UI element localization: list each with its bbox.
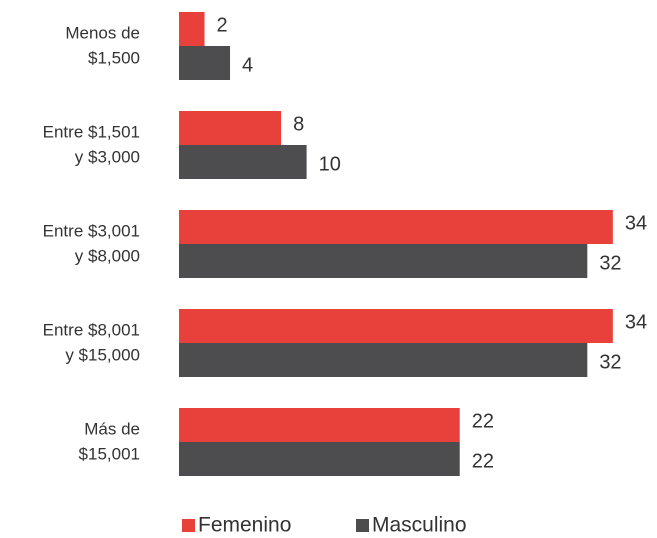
- bar: [179, 12, 205, 46]
- bar: [179, 408, 460, 442]
- legend-label: Femenino: [198, 514, 291, 537]
- bar: [179, 111, 282, 145]
- value-label: 34: [625, 212, 647, 234]
- category-label: $15,001: [79, 444, 140, 463]
- value-label: 22: [472, 450, 494, 472]
- category-label: $1,500: [88, 48, 140, 67]
- value-label: 10: [319, 153, 341, 175]
- bar: [179, 145, 307, 179]
- bar: [179, 343, 588, 377]
- value-label: 32: [599, 252, 621, 274]
- bar: [179, 210, 613, 244]
- category-label: y $8,000: [75, 246, 140, 265]
- bar: [179, 442, 460, 476]
- value-label: 2: [217, 14, 228, 36]
- legend-swatch: [356, 519, 369, 532]
- value-label: 4: [242, 54, 253, 76]
- bar: [179, 46, 231, 80]
- category-label: Entre $1,501: [43, 122, 140, 141]
- category-label: Más de: [84, 419, 140, 438]
- bar: [179, 244, 588, 278]
- value-label: 34: [625, 311, 647, 333]
- bar: [179, 309, 613, 343]
- category-label: Entre $8,001: [43, 320, 140, 339]
- value-label: 22: [472, 410, 494, 432]
- category-label: Menos de: [65, 23, 140, 42]
- category-label: Entre $3,001: [43, 221, 140, 240]
- value-label: 8: [293, 113, 304, 135]
- category-label: y $3,000: [75, 147, 140, 166]
- value-label: 32: [599, 351, 621, 373]
- legend-swatch: [182, 519, 195, 532]
- category-label: y $15,000: [65, 345, 140, 364]
- legend-label: Masculino: [372, 514, 467, 537]
